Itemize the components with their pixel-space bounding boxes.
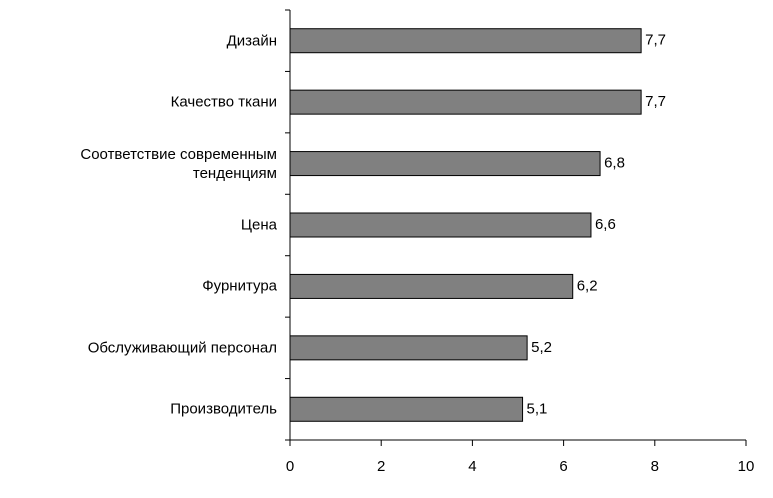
y-tick-label: Цена	[240, 216, 277, 234]
y-tick-label: Фурнитура	[202, 277, 277, 295]
y-tick-label: Обслуживающий персонал	[87, 339, 277, 357]
bar	[289, 335, 528, 361]
value-label: 6,8	[604, 155, 625, 172]
bar	[289, 89, 642, 115]
bar	[289, 396, 524, 422]
value-label: 5,2	[531, 339, 552, 356]
x-tick-label: 4	[468, 458, 476, 475]
value-label: 6,6	[595, 216, 616, 233]
x-tick-label: 8	[651, 458, 659, 475]
x-tick-label: 6	[559, 458, 567, 475]
x-tick-label: 10	[738, 458, 755, 475]
y-tick-label: Соответствие современным тенденциям	[80, 145, 277, 182]
x-tick-label: 2	[377, 458, 385, 475]
y-tick-label: Качество ткани	[170, 93, 277, 111]
y-tick-label: Дизайн	[226, 32, 277, 50]
value-label: 6,2	[577, 277, 598, 294]
x-tick-label: 0	[286, 458, 294, 475]
value-label: 7,7	[645, 93, 666, 110]
value-label: 5,1	[527, 400, 548, 417]
bar	[289, 212, 592, 238]
bar	[289, 151, 601, 177]
y-tick-label: Производитель	[170, 400, 277, 418]
bar	[289, 28, 642, 54]
bar	[289, 273, 574, 299]
value-label: 7,7	[645, 32, 666, 49]
